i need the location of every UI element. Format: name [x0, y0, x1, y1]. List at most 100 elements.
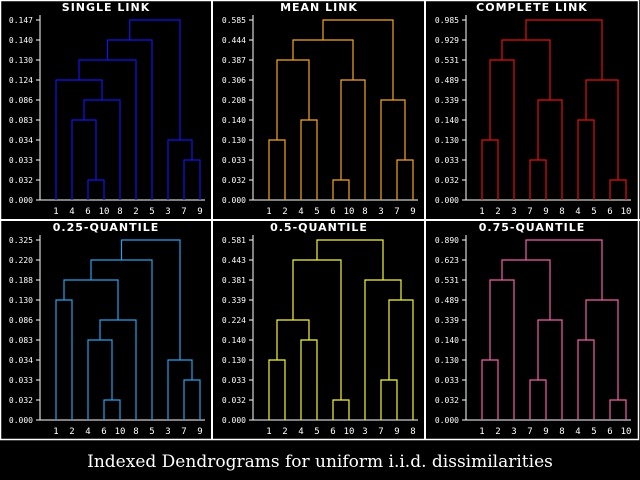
leaf-label: 2: [282, 427, 287, 437]
dendrogram-panel: 0.25-QUANTILE 0.000 0.032 0.033 0.034 0.083 0.…: [9, 221, 205, 437]
leaf-label: 6: [330, 207, 335, 217]
leaf-label: 2: [69, 427, 74, 437]
panel-title: COMPLETE LINK: [476, 1, 588, 14]
y-tick-label: 0.033: [222, 376, 246, 385]
y-tick-label: 0.032: [9, 396, 33, 405]
leaf-label: 6: [85, 207, 90, 217]
y-tick-label: 0.220: [9, 256, 33, 265]
y-tick-label: 0.623: [435, 256, 459, 265]
leaf-label: 2: [282, 207, 287, 217]
y-tick-label: 0.130: [9, 56, 33, 65]
leaf-label: 2: [495, 207, 500, 217]
y-tick-label: 0.890: [435, 236, 459, 245]
leaf-label: 8: [133, 427, 138, 437]
leaf-label: 1: [479, 207, 484, 217]
y-tick-label: 0.083: [9, 116, 33, 125]
leaf-label: 9: [543, 207, 548, 217]
leaf-label: 1: [53, 427, 58, 437]
dendrogram-link: [525, 19, 603, 80]
y-tick-label: 0.130: [9, 296, 33, 305]
y-tick-label: 0.032: [222, 396, 246, 405]
leaf-label: 3: [362, 427, 367, 437]
y-tick-label: 0.140: [9, 36, 33, 45]
dendrogram-link: [106, 39, 153, 200]
figure-caption: Indexed Dendrograms for uniform i.i.d. d…: [87, 452, 553, 472]
y-tick-label: 0.130: [435, 136, 459, 145]
dendrogram-link: [87, 179, 105, 200]
dendrogram-panel: COMPLETE LINK 0.000 0.032 0.033 0.130 0.140 0.…: [435, 1, 632, 217]
leaf-label: 5: [149, 427, 154, 437]
y-tick-label: 0.032: [9, 176, 33, 185]
leaf-label: 6: [607, 427, 612, 437]
leaf-label: 3: [165, 427, 170, 437]
leaf-label: 10: [621, 207, 632, 217]
dendrogram-panel: MEAN LINK 0.000 0.032 0.033 0.130 0.140 0.208 0…: [222, 1, 418, 217]
y-tick-label: 0.033: [435, 156, 459, 165]
leaf-label: 1: [53, 207, 58, 217]
y-tick-label: 0.086: [9, 96, 33, 105]
leaf-label: 1: [266, 427, 271, 437]
dendrogram-link: [525, 239, 603, 300]
dendrogram-link: [300, 339, 318, 420]
leaf-label: 3: [511, 427, 516, 437]
y-tick-label: 0.034: [9, 136, 33, 145]
y-tick-label: 0.033: [9, 376, 33, 385]
y-tick-label: 0.000: [9, 196, 33, 205]
leaf-label: 7: [181, 207, 186, 217]
panel-title: 0.75-QUANTILE: [479, 221, 586, 234]
y-tick-label: 0.188: [9, 276, 33, 285]
y-tick-label: 0.929: [435, 36, 459, 45]
y-tick-label: 0.585: [222, 16, 246, 25]
y-tick-label: 0.140: [435, 336, 459, 345]
leaf-label: 6: [330, 427, 335, 437]
dendrogram-link: [183, 159, 201, 200]
y-tick-label: 0.489: [435, 296, 459, 305]
y-tick-label: 0.130: [222, 356, 246, 365]
y-tick-label: 0.130: [222, 136, 246, 145]
leaf-label: 4: [69, 207, 74, 217]
dendrogram-link: [501, 39, 551, 100]
dendrogram-link: [268, 139, 286, 200]
y-tick-label: 0.339: [435, 316, 459, 325]
leaf-label: 10: [344, 427, 355, 437]
dendrogram-link: [481, 359, 499, 420]
leaf-label: 10: [621, 427, 632, 437]
leaf-label: 1: [266, 207, 271, 217]
leaf-label: 8: [559, 427, 564, 437]
y-tick-label: 0.033: [435, 376, 459, 385]
dendrogram-link: [332, 179, 350, 200]
y-tick-label: 0.224: [222, 316, 246, 325]
dendrogram-link: [481, 139, 499, 200]
leaf-label: 8: [410, 427, 415, 437]
y-tick-label: 0.147: [9, 16, 33, 25]
leaf-label: 2: [495, 427, 500, 437]
panel-title: MEAN LINK: [280, 1, 358, 14]
dendrogram-link: [489, 279, 515, 420]
dendrogram-link: [167, 139, 193, 200]
y-tick-label: 0.033: [222, 156, 246, 165]
dendrogram-link: [103, 399, 121, 420]
dendrogram-link: [529, 159, 547, 200]
leaf-label: 5: [149, 207, 154, 217]
leaf-label: 7: [394, 207, 399, 217]
y-tick-label: 0.130: [435, 356, 459, 365]
y-tick-label: 0.000: [9, 416, 33, 425]
leaf-label: 4: [575, 207, 580, 217]
dendrogram-link: [529, 379, 547, 420]
y-tick-label: 0.083: [9, 336, 33, 345]
dendrogram-link: [332, 399, 350, 420]
dendrogram-link: [322, 19, 394, 100]
y-tick-label: 0.443: [222, 256, 246, 265]
leaf-label: 5: [314, 427, 319, 437]
leaf-label: 4: [298, 427, 303, 437]
leaf-label: 8: [117, 207, 122, 217]
leaf-label: 10: [99, 207, 110, 217]
leaf-label: 7: [378, 427, 383, 437]
y-tick-label: 0.531: [435, 276, 459, 285]
dendrogram-link: [501, 259, 551, 320]
dendrogram-link: [316, 239, 384, 280]
dendrogram-link: [585, 299, 619, 400]
y-tick-label: 0.140: [435, 116, 459, 125]
y-tick-label: 0.032: [222, 176, 246, 185]
